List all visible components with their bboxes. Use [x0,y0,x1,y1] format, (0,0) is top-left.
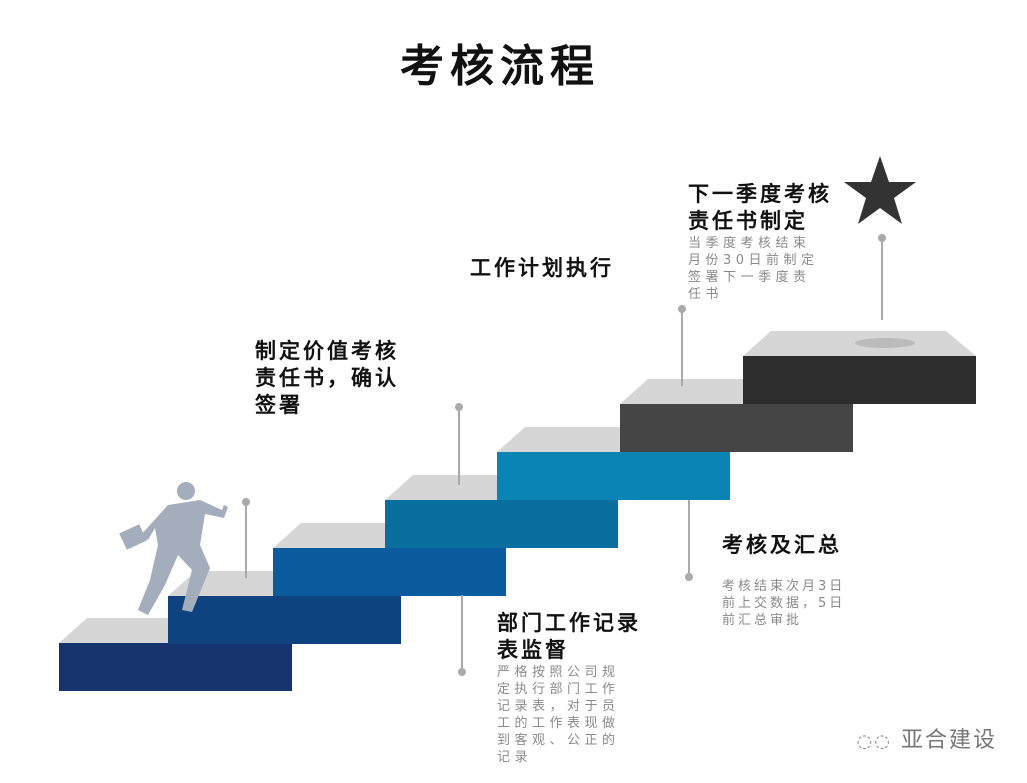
page-title: 考核流程 [400,41,600,92]
wechat-icon: ◌◌ [856,731,892,752]
stair-front [497,452,730,500]
stair-front [273,548,506,596]
watermark: ◌◌ 亚合建设 [857,722,997,754]
star-shadow [855,338,915,348]
step-2-heading: 部门工作记录 表监督 [497,611,641,662]
step-5-description: 当季度考核结束 月份30日前制定 签署下一季度责 任书 [688,236,819,302]
stair-front [385,500,618,548]
connector-dot [455,403,463,411]
step-3-heading: 工作计划执行 [470,256,614,280]
running-businessman-icon [119,482,228,615]
stair-front [743,356,976,404]
star-icon [844,156,916,224]
connector-dot [242,498,250,506]
step-2-description: 严格按照公司规 定执行部门工作 记录表，对于员 工的工作表现做 到客观、公正的 记录 [497,665,620,765]
step-4-heading: 考核及汇总 [722,533,842,557]
connector-dot [878,234,886,242]
stair-front [59,643,292,691]
step-4-description: 考核结束次月3日 前上交数据，5日 前汇总审批 [722,579,846,628]
step-5-heading: 下一季度考核 责任书制定 [688,182,832,233]
connector-dot [458,668,466,676]
stair-front [620,404,853,452]
step-1-heading: 制定价值考核 责任书，确认 签署 [255,339,399,417]
connector-dot [685,573,693,581]
stair-front [168,596,401,644]
watermark-text: 亚合建设 [900,728,997,753]
connector-dot [678,305,686,313]
